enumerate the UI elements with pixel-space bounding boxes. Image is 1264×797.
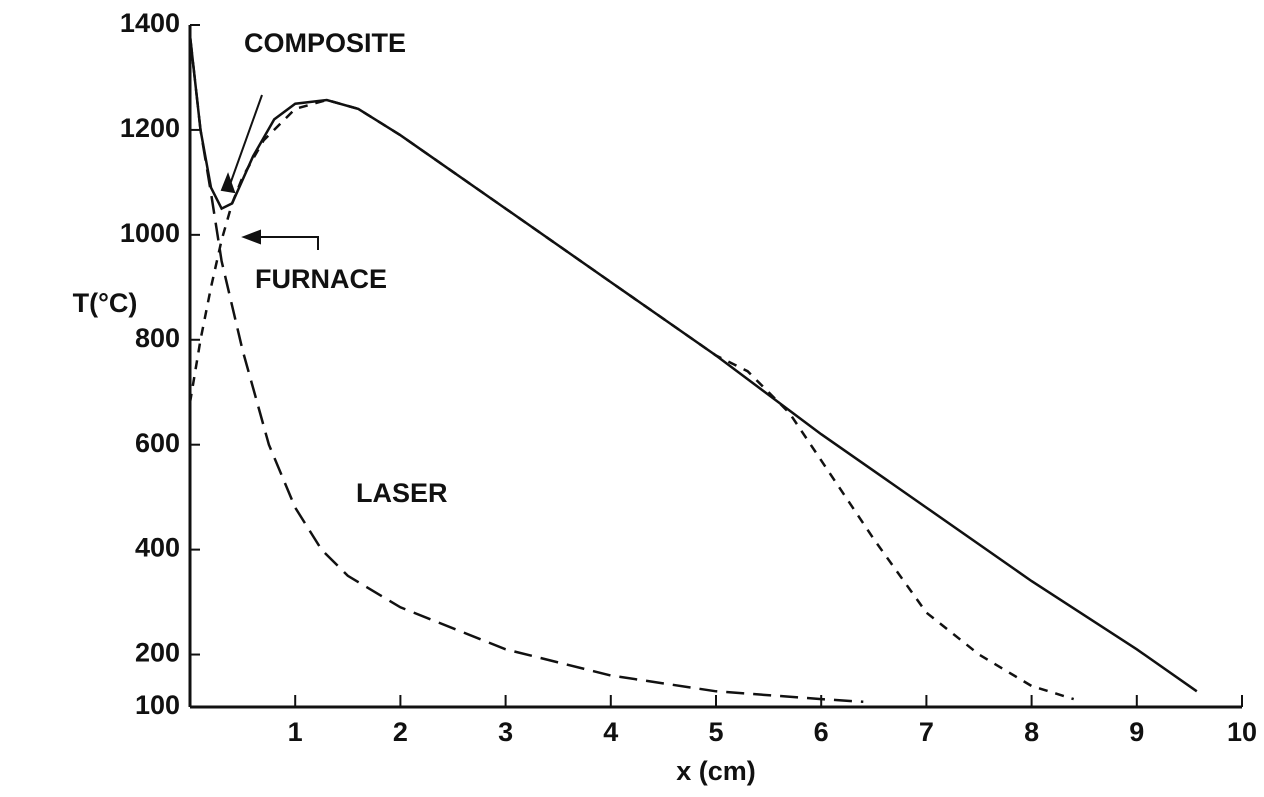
- x-tick-label: 5: [708, 717, 723, 747]
- y-tick-label: 1400: [120, 8, 180, 38]
- x-tick-label: 2: [393, 717, 408, 747]
- y-tick-label: 100: [135, 690, 180, 720]
- y-tick-label: 800: [135, 323, 180, 353]
- y-tick-label: 200: [135, 638, 180, 668]
- y-tick-label: 1000: [120, 218, 180, 248]
- composite-arrow: [227, 94, 263, 191]
- series-line: [188, 35, 1198, 693]
- series-line: [188, 35, 864, 704]
- furnace-arrow: [250, 236, 319, 250]
- x-tick-label: 8: [1024, 717, 1039, 747]
- y-axis-label: T(°C): [73, 288, 138, 318]
- x-tick-label: 7: [919, 717, 934, 747]
- x-tick-label: 9: [1129, 717, 1144, 747]
- x-tick-label: 6: [814, 717, 829, 747]
- y-tick-label: 600: [135, 428, 180, 458]
- x-tick-label: 3: [498, 717, 513, 747]
- x-tick-label: 1: [288, 717, 303, 747]
- arrow-head: [220, 172, 236, 194]
- y-tick-label: 400: [135, 533, 180, 563]
- arrows: [220, 94, 319, 250]
- x-axis-label: x (cm): [676, 756, 756, 786]
- arrow-head: [241, 229, 261, 245]
- annotation: COMPOSITE: [244, 28, 406, 58]
- x-tick-label: 4: [603, 717, 618, 747]
- annotation: FURNACE: [255, 264, 387, 294]
- annotation: LASER: [356, 478, 448, 508]
- x-tick-label: 10: [1227, 717, 1257, 747]
- y-tick-label: 1200: [120, 113, 180, 143]
- series-line: [188, 98, 1075, 701]
